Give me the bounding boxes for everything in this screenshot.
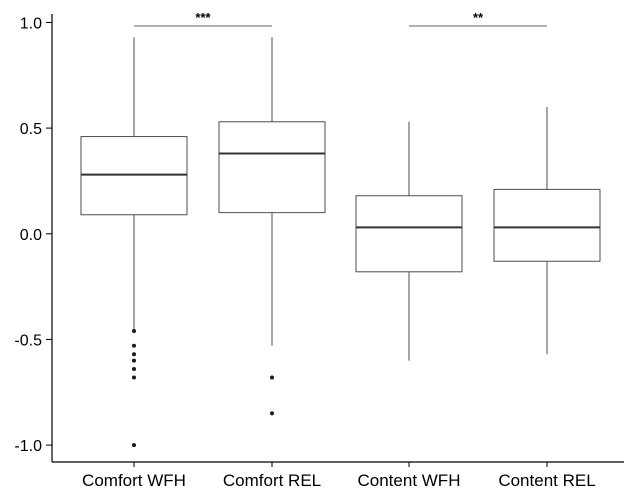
outlier-point bbox=[132, 443, 136, 448]
significance-label: *** bbox=[195, 10, 211, 25]
outlier-point bbox=[132, 375, 136, 380]
x-tick-label: Content WFH bbox=[358, 471, 461, 489]
significance-label: ** bbox=[473, 10, 484, 25]
x-tick-label: Content REL bbox=[498, 471, 595, 489]
y-tick-label: 0.0 bbox=[20, 227, 42, 244]
outlier-point bbox=[270, 411, 274, 416]
outlier-point bbox=[132, 358, 136, 363]
box-group bbox=[493, 106, 601, 355]
plot-area bbox=[80, 37, 601, 448]
iqr-box bbox=[218, 121, 326, 214]
box-group bbox=[218, 37, 326, 416]
outlier-point bbox=[132, 343, 136, 348]
outlier-point bbox=[132, 328, 136, 333]
y-tick-label: -0.5 bbox=[14, 332, 42, 349]
x-tick-label: Comfort WFH bbox=[82, 471, 186, 489]
y-tick-label: -1.0 bbox=[14, 438, 42, 455]
outlier-point bbox=[132, 352, 136, 357]
y-axis: 1.0 0.5 0.0 -0.5 -1.0 bbox=[14, 15, 52, 455]
box-group bbox=[80, 37, 188, 448]
iqr-box bbox=[355, 195, 463, 273]
outlier-point bbox=[132, 367, 136, 372]
x-axis: Comfort WFH Comfort REL Content WFH Content… bbox=[82, 462, 596, 489]
y-tick-label: 0.5 bbox=[20, 121, 42, 138]
y-tick-label: 1.0 bbox=[20, 15, 42, 32]
x-tick-label: Comfort REL bbox=[223, 471, 321, 489]
iqr-box bbox=[493, 188, 601, 262]
box-group bbox=[355, 121, 463, 361]
significance-annotations: *** ** bbox=[134, 10, 547, 27]
outlier-point bbox=[270, 375, 274, 380]
iqr-box bbox=[80, 136, 188, 216]
